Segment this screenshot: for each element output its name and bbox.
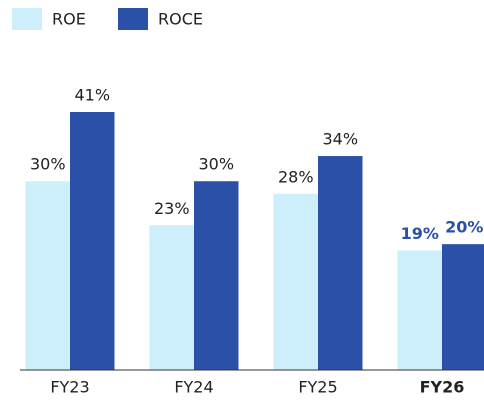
bar (397, 250, 442, 370)
data-label: 28% (278, 167, 314, 186)
bar (25, 181, 70, 370)
data-label: 19% (401, 224, 439, 243)
bar (442, 244, 484, 370)
bar (194, 181, 239, 370)
bar (149, 225, 194, 370)
x-tick-label: FY23 (50, 378, 89, 397)
legend-swatch (118, 8, 148, 30)
x-tick-label: FY26 (420, 378, 465, 397)
x-tick-label: FY24 (174, 378, 213, 397)
bar (318, 156, 363, 370)
bar (70, 112, 115, 370)
legend-swatch (12, 8, 42, 30)
data-label: 34% (322, 130, 358, 149)
bar (273, 193, 318, 370)
data-label: 23% (154, 199, 190, 218)
data-label: 30% (198, 155, 234, 174)
data-label: 30% (30, 155, 66, 174)
legend-label: ROCE (158, 10, 203, 29)
legend-label: ROE (52, 10, 86, 29)
data-label: 20% (445, 218, 483, 237)
data-label: 41% (74, 86, 110, 105)
x-tick-label: FY25 (298, 378, 337, 397)
